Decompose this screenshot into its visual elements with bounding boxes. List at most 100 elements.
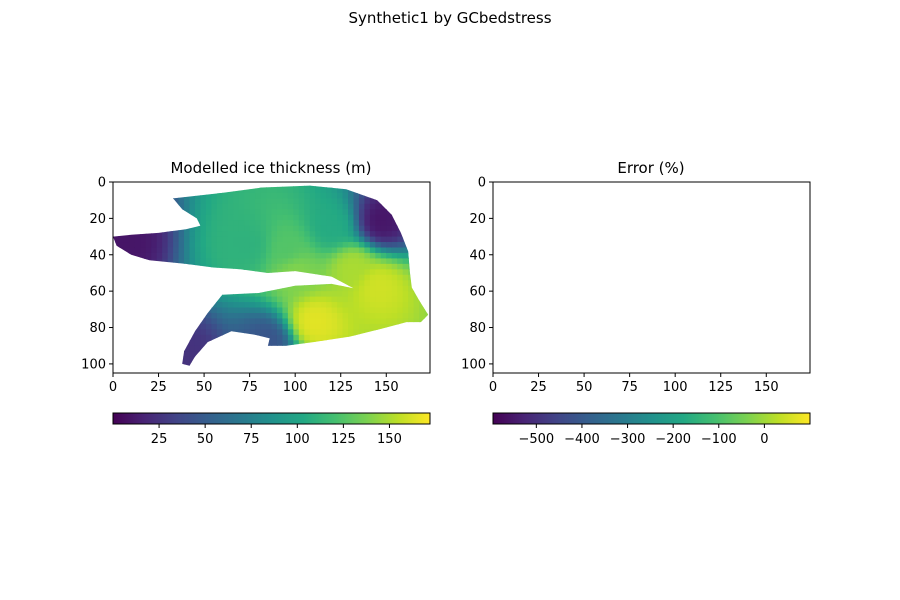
heatmap-cell <box>167 187 174 194</box>
heatmap-cell <box>391 242 398 249</box>
heatmap-cell <box>353 247 360 254</box>
heatmap-cell <box>375 318 382 325</box>
heatmap-cell <box>194 291 202 298</box>
heatmap-cell <box>140 340 147 347</box>
heatmap-cell <box>309 323 316 330</box>
heatmap-cell <box>276 258 284 265</box>
heatmap-cell <box>118 318 125 325</box>
heatmap-cell <box>391 185 398 189</box>
heatmap-cell <box>205 285 212 292</box>
heatmap-cell <box>123 214 130 221</box>
heatmap-cell <box>276 263 284 270</box>
heatmap-cell <box>156 198 163 205</box>
heatmap-cell <box>233 351 240 358</box>
heatmap-cell <box>348 187 355 194</box>
x-tick-label: 75 <box>621 380 638 395</box>
heatmap-cell <box>200 274 207 281</box>
heatmap-cell <box>342 362 349 366</box>
heatmap-cell <box>348 302 355 309</box>
heatmap-cell <box>244 258 251 265</box>
heatmap-cell <box>255 231 262 238</box>
heatmap-cell <box>249 214 256 221</box>
heatmap-cell <box>123 225 130 232</box>
heatmap-cell <box>129 318 136 325</box>
heatmap-cell <box>249 351 256 358</box>
heatmap-cell <box>397 258 404 265</box>
x-tick-label: 100 <box>283 380 308 395</box>
heatmap-cell <box>320 269 327 276</box>
heatmap-cell <box>140 269 147 276</box>
heatmap-cell <box>255 220 262 227</box>
heatmap-cell <box>408 318 415 325</box>
heatmap-cell <box>348 242 355 249</box>
heatmap-cell <box>134 318 141 325</box>
heatmap-cell <box>276 274 284 281</box>
heatmap-cell <box>309 351 316 358</box>
heatmap-cell <box>320 231 327 238</box>
heatmap-cell <box>194 269 202 276</box>
heatmap-cell <box>276 318 284 325</box>
heatmap-cell <box>282 236 289 243</box>
heatmap-cell <box>304 345 311 352</box>
heatmap-cell <box>309 334 316 341</box>
heatmap-cell <box>413 318 420 325</box>
heatmap-cell <box>249 356 256 363</box>
heatmap-cell <box>129 187 136 194</box>
heatmap-cell <box>337 312 344 320</box>
heatmap-cell <box>145 203 152 210</box>
heatmap-cell <box>134 307 141 314</box>
heatmap-cell <box>408 258 415 265</box>
heatmap-cell <box>337 323 344 330</box>
heatmap-cell <box>342 280 349 287</box>
heatmap-cell <box>271 356 278 363</box>
heatmap-cell <box>348 334 355 341</box>
heatmap-cell <box>282 334 289 341</box>
heatmap-cell <box>282 220 289 227</box>
heatmap-cell <box>244 214 251 221</box>
heatmap-cell <box>326 307 333 314</box>
heatmap-cell <box>227 323 234 330</box>
heatmap-cell <box>260 209 267 216</box>
heatmap-cell <box>162 296 169 303</box>
heatmap-cell <box>189 280 196 287</box>
heatmap-cell <box>380 247 387 254</box>
heatmap-cell <box>260 302 267 309</box>
heatmap-cell <box>326 312 333 320</box>
heatmap-cell <box>189 285 196 292</box>
heatmap-cell <box>244 312 251 320</box>
heatmap-cell <box>255 225 262 232</box>
colorbar-tick-label: −500 <box>518 432 554 447</box>
heatmap-cell <box>211 345 218 352</box>
heatmap-cell <box>348 263 355 270</box>
heatmap-cell <box>369 203 376 210</box>
heatmap-cell <box>156 263 163 270</box>
heatmap-cell <box>140 214 147 221</box>
heatmap-cell <box>419 356 426 363</box>
heatmap-cell <box>129 329 136 336</box>
heatmap-cell <box>238 285 245 292</box>
heatmap-cell <box>369 225 376 232</box>
heatmap-cell <box>342 258 349 265</box>
heatmap-cell <box>287 236 294 243</box>
heatmap-cell <box>167 198 174 205</box>
heatmap-cell <box>140 247 147 254</box>
heatmap-cell <box>315 362 322 366</box>
heatmap-cell <box>266 291 273 298</box>
heatmap-cell <box>337 340 344 347</box>
heatmap-cell <box>162 220 169 227</box>
heatmap-cell <box>315 323 322 330</box>
heatmap-cell <box>419 231 426 238</box>
heatmap-cell <box>123 258 130 265</box>
heatmap-cell <box>342 296 349 303</box>
heatmap-cell <box>391 274 398 281</box>
heatmap-cell <box>326 263 333 270</box>
heatmap-cell <box>145 334 152 341</box>
heatmap-cell <box>304 252 311 259</box>
heatmap-cell <box>326 225 333 232</box>
heatmap-cell <box>227 329 234 336</box>
heatmap-cell <box>113 236 120 243</box>
heatmap-cell <box>419 203 426 210</box>
y-tick-label: 60 <box>89 285 106 300</box>
heatmap-cell <box>419 296 426 303</box>
heatmap-cell <box>178 302 185 309</box>
